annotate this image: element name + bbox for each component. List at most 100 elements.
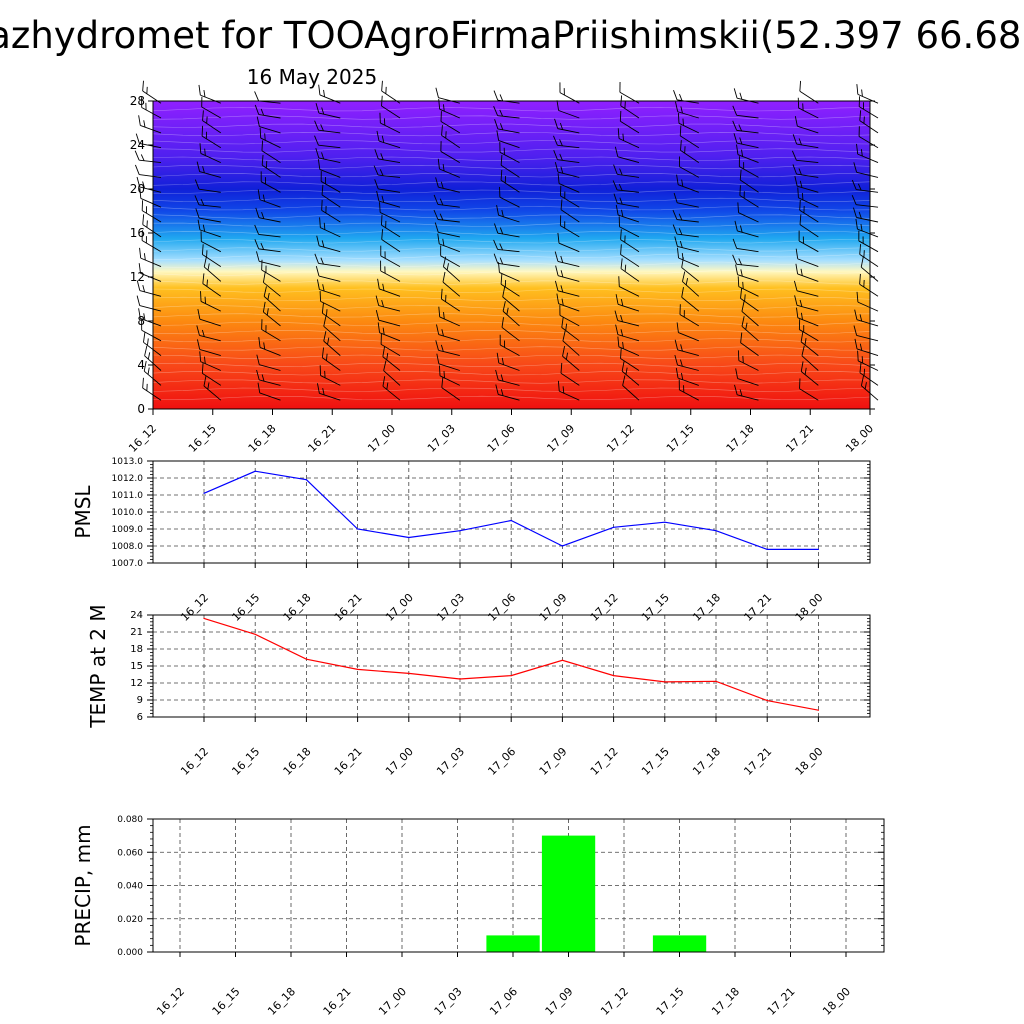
wind-barb (201, 96, 222, 119)
wind-barb (739, 169, 759, 193)
wind-barb (493, 223, 520, 238)
y-tick-label: 1007.0 (112, 559, 144, 569)
isotherm-line (152, 189, 871, 194)
y-tick-label: 0 (137, 402, 145, 416)
y-tick-label: 16 (130, 226, 145, 240)
data-point (510, 675, 512, 677)
wind-barb (735, 264, 759, 282)
wind-barb (557, 380, 580, 401)
x-tick-label: 17_18 (724, 422, 757, 455)
x-tick-label: 17_00 (365, 422, 398, 455)
wind-barb (254, 224, 281, 238)
wind-barb (141, 319, 162, 342)
y-tick-label: 0.000 (117, 948, 143, 958)
wind-barb (259, 127, 281, 149)
wind-barb (561, 317, 580, 342)
x-tick-label: 17_03 (434, 745, 467, 778)
wind-barb (858, 230, 879, 253)
wind-barb (615, 204, 640, 223)
wind-barb (493, 239, 520, 253)
wind-barb (261, 140, 281, 163)
wind-barb (379, 202, 401, 223)
wind-barb (496, 205, 520, 223)
wind-barb (553, 149, 580, 164)
y-tick-label: 24 (130, 610, 143, 621)
precip-bar (541, 835, 596, 952)
wind-barb (435, 87, 460, 104)
wind-barb (559, 215, 580, 238)
wind-barb (500, 154, 520, 178)
y-tick-label: 20 (130, 182, 145, 196)
wind-barb (735, 368, 759, 386)
isotherm-line (152, 156, 871, 161)
heatmap-y-axis: 0 4 8 12 16 20 24 28 (130, 94, 875, 416)
wind-barb (134, 150, 162, 164)
wind-barb (740, 332, 759, 356)
y-tick-label: 1013.0 (112, 457, 144, 467)
x-tick-label: 16_15 (210, 985, 243, 1018)
wind-barb (500, 273, 520, 297)
x-tick-label: 17_09 (537, 745, 570, 778)
wind-barb (196, 339, 221, 357)
x-tick-label: 17_06 (485, 422, 518, 455)
data-point (203, 617, 205, 620)
wind-barb (799, 214, 819, 238)
wind-barb (201, 244, 222, 267)
wind-barb (553, 135, 580, 149)
wind-barb (795, 263, 819, 282)
wind-barb (739, 185, 759, 208)
wind-barb (381, 229, 401, 253)
wind-barb (139, 247, 162, 268)
x-tick-label: 16_15 (186, 422, 219, 455)
wind-barb (194, 179, 221, 193)
wind-barb (675, 101, 699, 119)
isotherm-line (152, 321, 871, 326)
wind-barb (620, 244, 640, 267)
data-point (357, 668, 359, 671)
wind-barb (800, 331, 819, 356)
isotherm-lines (152, 107, 871, 401)
data-point (254, 470, 256, 472)
wind-barb (380, 214, 401, 238)
y-tick-label: 12 (130, 270, 145, 284)
wind-barb (737, 202, 759, 223)
wind-barb (377, 322, 401, 342)
wind-barb (680, 140, 700, 163)
wind-barb (200, 231, 222, 253)
y-tick-label: 24 (130, 138, 145, 152)
wind-barb (323, 316, 341, 342)
wind-barb (733, 133, 759, 149)
isotherm-line (152, 379, 871, 384)
wind-barb (620, 348, 640, 371)
x-tick-label: 17_09 (537, 591, 570, 624)
x-tick-label: 17_12 (588, 745, 621, 778)
wind-barb (440, 111, 461, 134)
wind-barb (615, 324, 640, 342)
isotherm-line (152, 269, 871, 277)
wind-barb (383, 360, 401, 386)
wind-barb (257, 189, 281, 208)
wind-barb (857, 350, 879, 371)
wind-barb (319, 365, 341, 386)
wind-barb (858, 126, 879, 149)
wind-barb (557, 173, 580, 193)
wind-barb (740, 288, 759, 312)
wind-barb (318, 84, 341, 104)
wind-barb (500, 169, 520, 193)
wind-barb (262, 301, 281, 327)
x-tick-label: 17_12 (604, 422, 637, 455)
wind-barb (261, 154, 281, 178)
wind-barb (434, 222, 460, 238)
wind-barb (619, 110, 640, 134)
wind-barb (200, 291, 221, 312)
wind-barb (262, 272, 281, 297)
wind-barb (258, 337, 281, 357)
wind-barb (494, 119, 520, 134)
isotherm-line (152, 230, 871, 236)
isotherm-line (152, 354, 871, 359)
x-tick-label: 17_21 (741, 745, 774, 778)
wind-barb (256, 354, 281, 371)
wind-barb (681, 287, 700, 312)
wind-barb (433, 209, 460, 223)
wind-barb (256, 251, 281, 268)
